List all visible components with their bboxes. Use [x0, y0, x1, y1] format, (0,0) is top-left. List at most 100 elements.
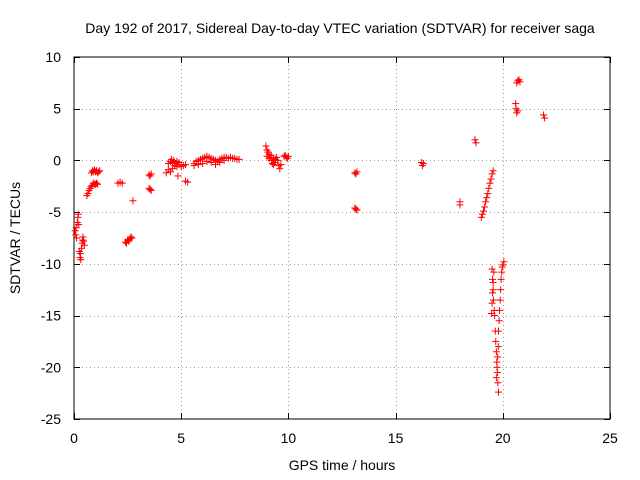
data-point: [540, 111, 548, 119]
data-point: [492, 348, 500, 356]
data-point: [77, 256, 85, 264]
data-point: [147, 186, 155, 194]
data-point: [80, 237, 88, 245]
x-tick-label: 0: [70, 430, 78, 446]
data-point: [79, 233, 87, 241]
data-point: [495, 388, 503, 396]
data-point: [184, 178, 192, 186]
data-point: [71, 227, 79, 235]
data-point: [274, 156, 282, 164]
data-point: [174, 172, 182, 180]
data-point: [477, 213, 485, 221]
data-point: [190, 162, 198, 170]
data-point: [471, 136, 479, 144]
data-point: [480, 207, 488, 215]
data-point: [497, 275, 505, 283]
data-point: [146, 185, 154, 193]
data-point: [199, 160, 207, 168]
data-point: [129, 197, 137, 205]
data-point: [485, 184, 493, 192]
data-point: [488, 299, 496, 307]
data-point: [483, 194, 491, 202]
plot-frame: [73, 56, 611, 420]
x-tick-label: 10: [281, 430, 297, 446]
y-tick-label: -25: [41, 411, 61, 427]
data-point: [170, 156, 178, 164]
data-point: [481, 203, 489, 211]
data-point: [489, 289, 497, 297]
data-point: [181, 161, 189, 169]
y-tick-label: 5: [53, 101, 61, 117]
data-point: [489, 275, 497, 283]
data-point: [76, 250, 84, 258]
data-point: [498, 268, 506, 276]
data-point: [93, 179, 101, 187]
data-point: [493, 363, 501, 371]
data-point: [74, 210, 82, 218]
y-tick-label: -5: [49, 204, 62, 220]
data-point: [492, 374, 500, 382]
y-tick-label: -20: [41, 359, 61, 375]
data-point: [419, 160, 427, 168]
data-point: [203, 157, 211, 165]
x-tick-label: 15: [388, 430, 404, 446]
data-point: [490, 296, 498, 304]
data-point: [496, 296, 504, 304]
data-point: [482, 198, 490, 206]
data-point: [96, 167, 104, 175]
y-tick-labels: -25 -20 -15 -10 -5 0 5 10: [41, 49, 61, 427]
x-tick-label: 20: [495, 430, 511, 446]
data-point: [484, 190, 492, 198]
data-point: [499, 261, 507, 269]
axis-ticks: [74, 57, 611, 420]
data-point: [489, 278, 497, 286]
data-point: [486, 179, 494, 187]
data-point: [488, 265, 496, 273]
y-tick-label: -10: [41, 256, 61, 272]
data-point: [273, 153, 281, 161]
data-point: [84, 190, 92, 198]
data-point: [95, 168, 103, 176]
data-point: [175, 158, 183, 166]
data-point: [516, 78, 524, 86]
data-point: [487, 175, 495, 183]
data-point: [500, 258, 508, 266]
data-point: [352, 205, 360, 213]
data-point: [276, 165, 284, 173]
y-axis-label: SDTVAR / TECUs: [7, 182, 23, 294]
data-point: [284, 152, 292, 160]
data-point: [75, 221, 83, 229]
data-point: [492, 337, 500, 345]
data-point: [541, 114, 549, 122]
data-point: [456, 201, 464, 209]
data-point: [494, 343, 502, 351]
data-point: [147, 170, 155, 178]
x-axis-label: GPS time / hours: [289, 457, 396, 473]
x-tick-label: 5: [177, 430, 185, 446]
y-tick-label: 10: [45, 49, 61, 65]
data-point: [488, 310, 496, 318]
data-point: [478, 210, 486, 218]
data-point: [494, 379, 502, 387]
data-point: [73, 234, 81, 242]
data-point: [207, 158, 215, 166]
data-point: [277, 161, 285, 169]
data-point: [235, 155, 243, 163]
data-point: [118, 179, 126, 187]
data-point: [353, 168, 361, 176]
x-tick-label: 25: [602, 430, 618, 446]
data-point: [494, 353, 502, 361]
data-point: [269, 154, 277, 162]
data-point: [72, 231, 80, 239]
data-point: [262, 142, 270, 150]
data-point: [496, 306, 504, 314]
data-point: [497, 286, 505, 294]
data-point: [353, 206, 361, 214]
data-point: [220, 156, 228, 164]
chart-title: Day 192 of 2017, Sidereal Day-to-day VTE…: [85, 20, 595, 36]
data-point: [514, 107, 522, 115]
data-point: [212, 161, 220, 169]
data-point: [127, 233, 135, 241]
data-point: [490, 268, 498, 276]
